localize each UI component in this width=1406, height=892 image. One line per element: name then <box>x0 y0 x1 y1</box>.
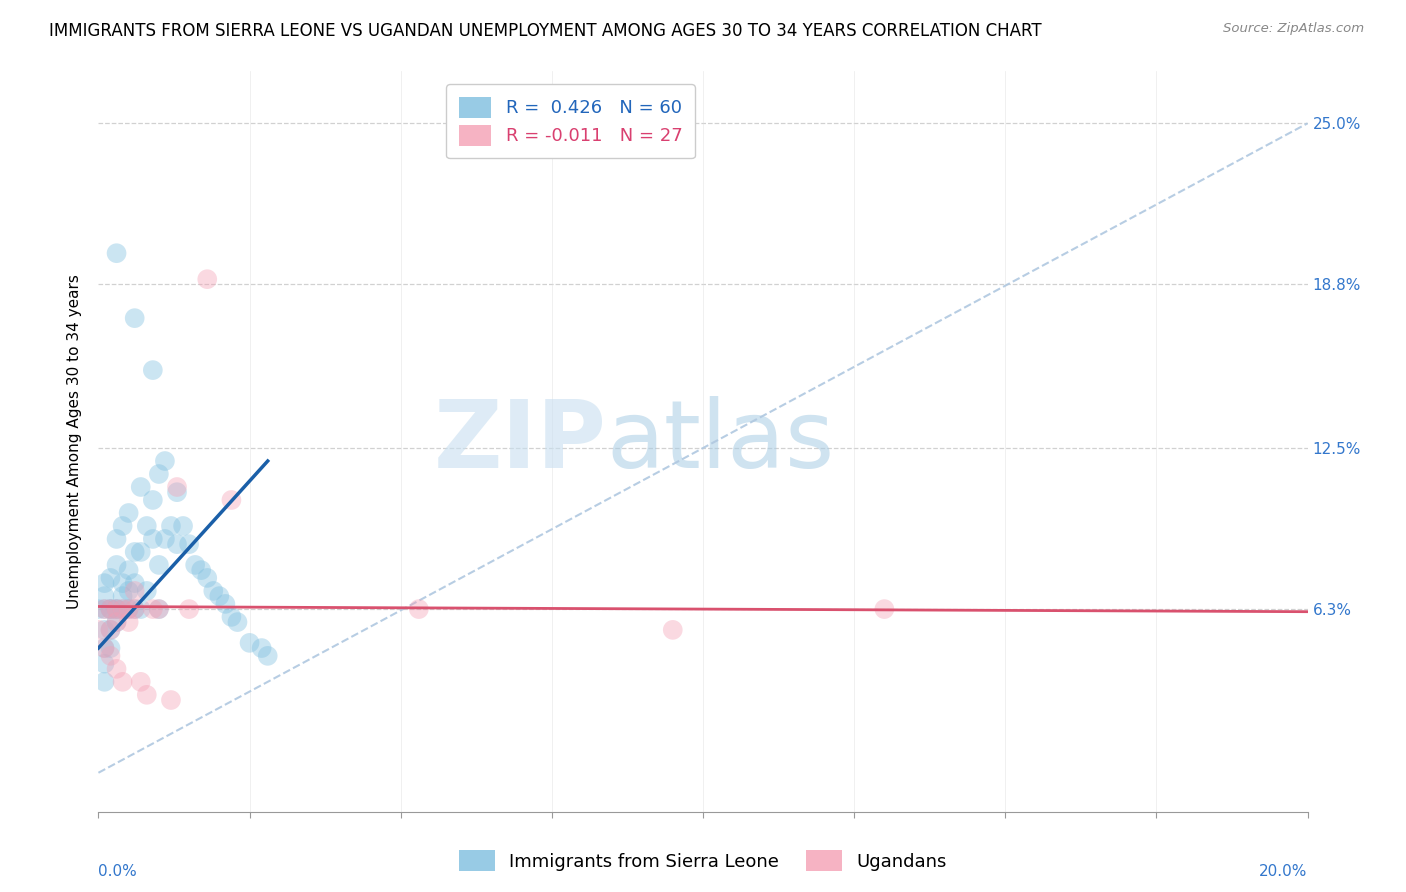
Point <box>129 480 152 494</box>
Point <box>105 602 128 616</box>
Point <box>873 602 896 616</box>
Point <box>111 576 134 591</box>
Point <box>179 537 201 551</box>
Point <box>100 602 122 616</box>
Point <box>124 583 146 598</box>
Point <box>111 602 134 616</box>
Point <box>93 602 115 616</box>
Point <box>105 615 128 629</box>
Point <box>172 519 194 533</box>
Text: Source: ZipAtlas.com: Source: ZipAtlas.com <box>1223 22 1364 36</box>
Point <box>221 610 243 624</box>
Point <box>105 615 128 629</box>
Point <box>160 519 183 533</box>
Point <box>87 623 110 637</box>
Point <box>148 602 170 616</box>
Point <box>166 537 188 551</box>
Text: 0.0%: 0.0% <box>98 863 138 879</box>
Point <box>661 623 683 637</box>
Point <box>105 558 128 572</box>
Point <box>256 648 278 663</box>
Point <box>124 602 146 616</box>
Legend: Immigrants from Sierra Leone, Ugandans: Immigrants from Sierra Leone, Ugandans <box>451 843 955 879</box>
Point <box>118 563 141 577</box>
Point <box>105 662 128 676</box>
Point <box>100 648 122 663</box>
Point <box>111 589 134 603</box>
Point <box>105 532 128 546</box>
Point <box>135 519 157 533</box>
Point <box>214 597 236 611</box>
Point <box>184 558 207 572</box>
Point <box>208 589 231 603</box>
Point <box>153 532 176 546</box>
Point <box>166 480 188 494</box>
Point <box>190 563 212 577</box>
Point <box>93 623 115 637</box>
Point <box>135 688 157 702</box>
Point <box>111 674 134 689</box>
Point <box>166 485 188 500</box>
Point <box>142 493 165 508</box>
Point <box>93 641 115 656</box>
Point <box>100 602 122 616</box>
Point <box>239 636 262 650</box>
Point <box>118 602 141 616</box>
Point <box>129 602 152 616</box>
Point <box>111 519 134 533</box>
Point <box>93 641 115 656</box>
Point <box>118 506 141 520</box>
Point <box>100 623 122 637</box>
Text: IMMIGRANTS FROM SIERRA LEONE VS UGANDAN UNEMPLOYMENT AMONG AGES 30 TO 34 YEARS C: IMMIGRANTS FROM SIERRA LEONE VS UGANDAN … <box>49 22 1042 40</box>
Point <box>221 493 243 508</box>
Point <box>105 602 128 616</box>
Point <box>250 641 273 656</box>
Point <box>195 571 218 585</box>
Point <box>142 602 165 616</box>
Point <box>100 641 122 656</box>
Point <box>87 602 110 616</box>
Point <box>105 602 128 616</box>
Point <box>100 571 122 585</box>
Point <box>195 272 218 286</box>
Point <box>202 583 225 598</box>
Point <box>148 602 170 616</box>
Point <box>129 545 152 559</box>
Point <box>124 576 146 591</box>
Point <box>408 602 430 616</box>
Text: atlas: atlas <box>606 395 835 488</box>
Point <box>100 623 122 637</box>
Point <box>142 363 165 377</box>
Point <box>226 615 249 629</box>
Point <box>179 602 201 616</box>
Point <box>100 602 122 616</box>
Point <box>160 693 183 707</box>
Point <box>93 657 115 671</box>
Y-axis label: Unemployment Among Ages 30 to 34 years: Unemployment Among Ages 30 to 34 years <box>67 274 83 609</box>
Point <box>148 467 170 481</box>
Point <box>118 583 141 598</box>
Point <box>111 602 134 616</box>
Point <box>93 589 115 603</box>
Point <box>118 602 141 616</box>
Point <box>148 558 170 572</box>
Text: ZIP: ZIP <box>433 395 606 488</box>
Point <box>105 246 128 260</box>
Point <box>93 576 115 591</box>
Point <box>93 674 115 689</box>
Point <box>129 674 152 689</box>
Point <box>153 454 176 468</box>
Point <box>142 532 165 546</box>
Point <box>93 602 115 616</box>
Point <box>124 311 146 326</box>
Point <box>124 602 146 616</box>
Point <box>118 615 141 629</box>
Point <box>135 583 157 598</box>
Point <box>124 545 146 559</box>
Legend: R =  0.426   N = 60, R = -0.011   N = 27: R = 0.426 N = 60, R = -0.011 N = 27 <box>446 84 695 158</box>
Text: 20.0%: 20.0% <box>1260 863 1308 879</box>
